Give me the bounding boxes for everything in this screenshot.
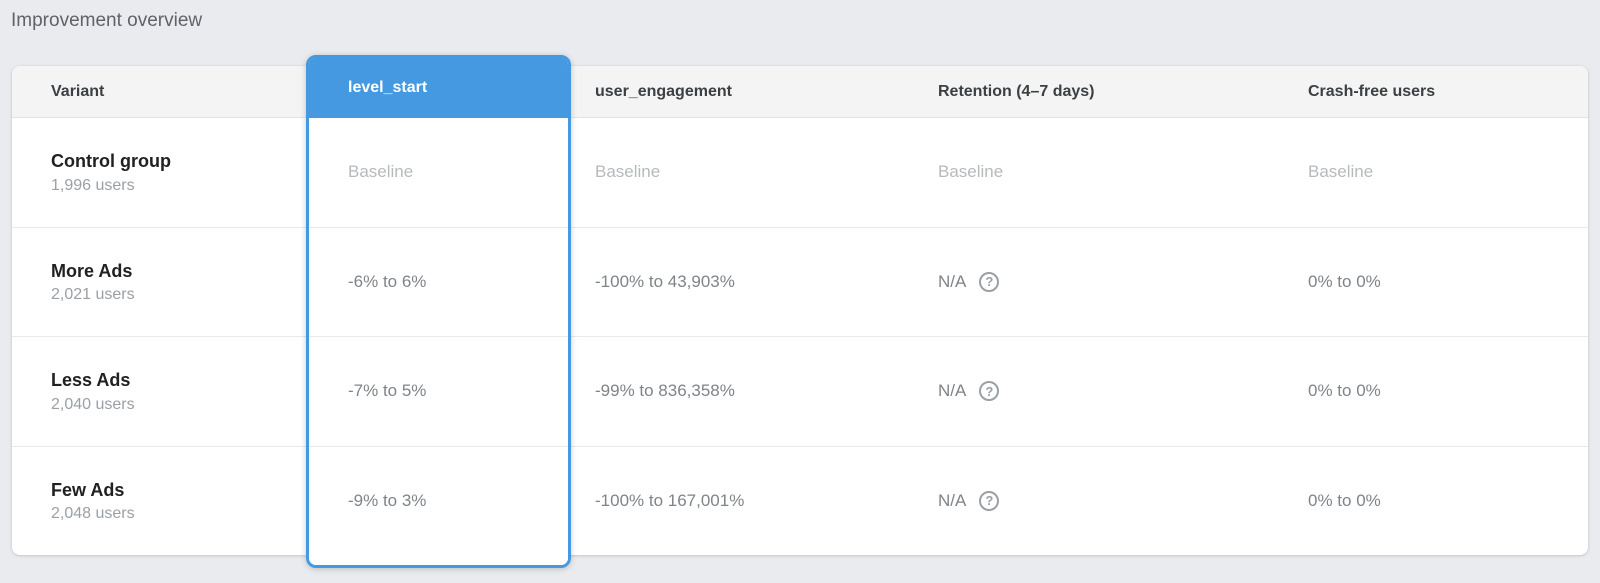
crash-free-value: 0% to 0% — [1308, 381, 1381, 401]
variant-name: Less Ads — [51, 370, 131, 391]
variant-cell: Control group 1,996 users — [12, 118, 306, 227]
column-header-retention[interactable]: Retention (4–7 days) — [938, 82, 1095, 100]
variant-name: Few Ads — [51, 479, 125, 500]
help-icon[interactable]: ? — [979, 271, 1000, 292]
column-header-user-engagement[interactable]: user_engagement — [595, 82, 732, 100]
variant-name: Control group — [51, 151, 171, 172]
column-header-variant: Variant — [51, 82, 105, 100]
level-start-value: Baseline — [348, 162, 414, 182]
table-row-control-group: Control group 1,996 users Baseline Basel… — [12, 118, 1588, 227]
table-row-more-ads: More Ads 2,021 users -6% to 6% -100% to … — [12, 226, 1588, 337]
retention-value: N/A — [938, 271, 967, 291]
retention-value: N/A — [938, 381, 967, 401]
variant-cell: Less Ads 2,040 users — [12, 337, 306, 446]
variant-cell: Few Ads 2,048 users — [12, 447, 306, 556]
variant-name: More Ads — [51, 260, 133, 281]
user-engagement-value: -99% to 836,358% — [595, 381, 735, 401]
user-engagement-value: Baseline — [595, 162, 661, 182]
results-table: Variant user_engagement Retention (4–7 d… — [12, 66, 1588, 555]
column-header-crash-free[interactable]: Crash-free users — [1308, 82, 1436, 100]
crash-free-value: Baseline — [1308, 162, 1374, 182]
variant-user-count: 1,996 users — [51, 176, 135, 194]
user-engagement-value: -100% to 167,001% — [595, 490, 745, 510]
level-start-value: -7% to 5% — [348, 381, 427, 401]
help-icon[interactable]: ? — [979, 381, 1000, 402]
table-row-less-ads: Less Ads 2,040 users -7% to 5% -99% to 8… — [12, 336, 1588, 446]
crash-free-value: 0% to 0% — [1308, 490, 1381, 510]
table-row-few-ads: Few Ads 2,048 users -9% to 3% -100% to 1… — [12, 445, 1588, 556]
table-header-row: Variant user_engagement Retention (4–7 d… — [12, 66, 1588, 118]
level-start-value: -9% to 3% — [348, 490, 427, 510]
variant-user-count: 2,040 users — [51, 395, 135, 413]
variant-user-count: 2,021 users — [51, 286, 135, 303]
variant-cell: More Ads 2,021 users — [12, 228, 306, 337]
level-start-value: -6% to 6% — [348, 271, 427, 291]
user-engagement-value: -100% to 43,903% — [595, 271, 735, 291]
variant-user-count: 2,048 users — [51, 505, 135, 522]
crash-free-value: 0% to 0% — [1308, 271, 1381, 291]
retention-value: Baseline — [938, 162, 1004, 182]
page-title: Improvement overview — [11, 10, 203, 31]
help-icon[interactable]: ? — [979, 490, 1000, 511]
retention-value: N/A — [938, 490, 967, 510]
